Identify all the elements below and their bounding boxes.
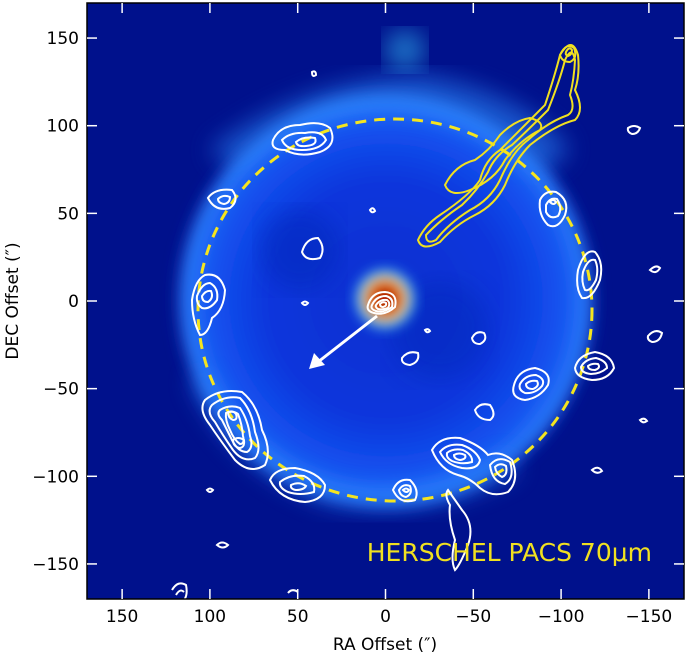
x-tick-label: 150 (106, 607, 138, 627)
x-tick-label: 0 (380, 607, 391, 627)
y-tick-label: 50 (57, 204, 79, 224)
dashed-ring (196, 117, 594, 503)
direction-arrow (309, 314, 378, 369)
yellow-contours (416, 44, 581, 248)
white-contours (171, 70, 664, 599)
axis-ticks (87, 3, 684, 599)
x-tick-label: −100 (538, 607, 585, 627)
y-tick-label: −50 (43, 380, 79, 400)
image-panel: HERSCHEL PACS 70μm (87, 3, 684, 599)
x-tick-label: 50 (287, 607, 309, 627)
x-axis-title: RA Offset (″) (333, 635, 437, 655)
annotation-label: HERSCHEL PACS 70μm (367, 538, 652, 567)
x-tick-label: −50 (455, 607, 491, 627)
y-tick-label: 150 (47, 29, 79, 49)
x-tick-label: −150 (626, 607, 673, 627)
y-tick-label: 100 (47, 117, 79, 137)
y-tick-label: −100 (32, 467, 79, 487)
y-tick-label: 0 (68, 292, 79, 312)
y-axis-title: DEC Offset (″) (3, 242, 23, 359)
tick-labels: 150 100 50 0 −50 −100 −150 −150 −100 −50 0 50 100 150 (32, 29, 672, 627)
y-tick-label: −150 (32, 555, 79, 575)
x-tick-label: 100 (194, 607, 226, 627)
